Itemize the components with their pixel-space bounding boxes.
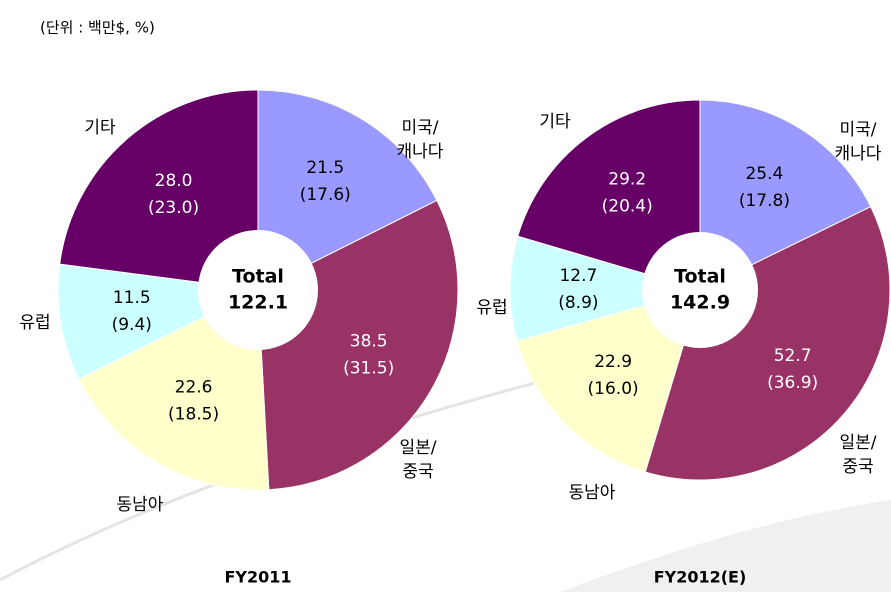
donut-slice	[59, 89, 259, 291]
category-label: 기타	[84, 118, 116, 138]
donut-slice	[516, 289, 701, 473]
category-label: 캐나다	[397, 142, 444, 162]
center-label: Total	[674, 266, 726, 288]
donut-slice	[699, 99, 872, 291]
category-label: 캐나다	[835, 144, 882, 164]
unit-note: (단위 : 백만$, %)	[40, 19, 155, 37]
value-label: 52.7	[774, 346, 812, 366]
category-label: 미국/	[401, 118, 438, 138]
center-total: 142.9	[670, 292, 730, 314]
percent-label: (16.0)	[588, 379, 639, 399]
value-label: 28.0	[155, 171, 193, 191]
category-label: 일본/	[399, 438, 436, 458]
percent-label: (17.6)	[300, 185, 351, 205]
chart-title: FY2011	[224, 568, 291, 587]
donut-slice	[78, 289, 270, 491]
donut-slice	[644, 206, 891, 481]
value-label: 12.7	[559, 266, 597, 286]
center-total: 122.1	[228, 292, 288, 314]
chart-title: FY2012(E)	[654, 568, 747, 587]
percent-label: (31.5)	[343, 358, 394, 378]
donut-slice	[517, 99, 701, 291]
category-label: 중국	[842, 457, 873, 477]
percent-label: (9.4)	[112, 315, 152, 335]
percent-label: (18.5)	[168, 405, 219, 425]
value-label: 38.5	[350, 331, 388, 351]
category-label: 미국/	[839, 120, 876, 140]
value-label: 22.9	[594, 352, 632, 372]
center-label: Total	[232, 266, 284, 288]
percent-label: (8.9)	[558, 293, 598, 313]
category-label: 일본/	[839, 433, 876, 453]
category-label: 동남아	[569, 483, 616, 503]
category-label: 동남아	[117, 495, 164, 515]
value-label: 25.4	[745, 164, 783, 184]
donut-hole	[642, 232, 758, 348]
background-swoosh	[560, 500, 891, 592]
percent-label: (36.9)	[767, 373, 818, 393]
percent-label: (23.0)	[148, 198, 199, 218]
value-label: 29.2	[608, 170, 646, 190]
value-label: 11.5	[113, 288, 151, 308]
category-label: 유럽	[476, 298, 507, 318]
value-label: 21.5	[306, 158, 344, 178]
category-label: 유럽	[19, 313, 50, 333]
donut-hole	[198, 230, 318, 350]
donut-slice	[257, 89, 438, 291]
percent-label: (20.4)	[602, 197, 653, 217]
category-label: 기타	[539, 112, 571, 132]
percent-label: (17.8)	[739, 191, 790, 211]
category-label: 중국	[402, 462, 433, 482]
donut-slice	[509, 235, 702, 342]
value-label: 22.6	[175, 378, 213, 398]
